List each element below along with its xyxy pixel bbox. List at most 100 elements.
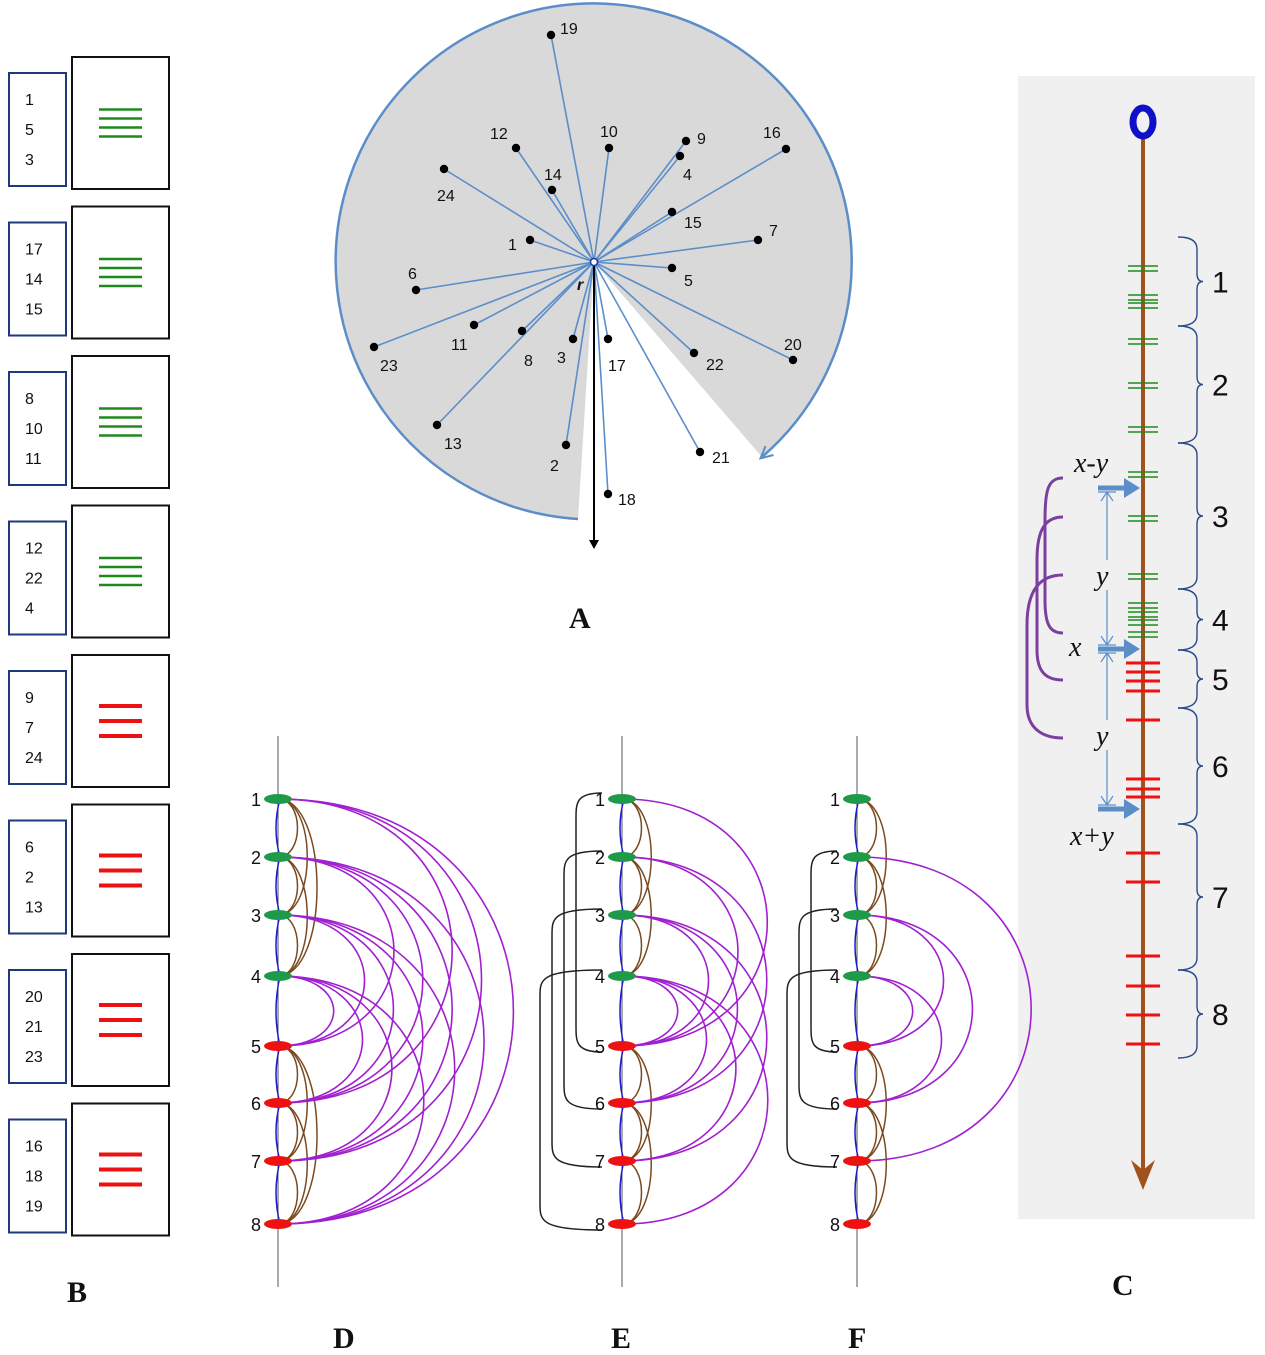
node-label: 4 bbox=[595, 967, 605, 987]
node-marker bbox=[843, 1041, 871, 1051]
point-label: 15 bbox=[684, 215, 702, 232]
window-bracket bbox=[539, 969, 603, 1231]
local-link bbox=[277, 1045, 318, 1225]
node-marker bbox=[264, 971, 292, 981]
pattern-box bbox=[71, 56, 170, 190]
id-box bbox=[8, 72, 67, 187]
group-row: 17 14 15 bbox=[8, 205, 170, 340]
long-link bbox=[856, 914, 945, 1047]
spoke-line bbox=[415, 261, 595, 291]
id-box bbox=[8, 1118, 67, 1234]
id-box bbox=[8, 670, 67, 785]
node-marker bbox=[608, 1098, 636, 1108]
group-id: 18 bbox=[25, 1169, 43, 1186]
point-label: 5 bbox=[684, 273, 693, 290]
data-point bbox=[561, 440, 571, 450]
group-row: 16 18 19 bbox=[8, 1102, 170, 1237]
spoke-line bbox=[550, 34, 595, 263]
adjacent-link bbox=[275, 975, 281, 1047]
node-label: 1 bbox=[595, 790, 605, 810]
point-label: 9 bbox=[697, 131, 706, 148]
spoke-line bbox=[443, 168, 595, 263]
long-link bbox=[621, 975, 679, 1047]
long-link bbox=[621, 914, 768, 1162]
data-point bbox=[432, 420, 442, 430]
brackets-layer: 1 2 3 4 5 6 7 8 bbox=[1177, 236, 1229, 1059]
long-link bbox=[277, 975, 364, 1104]
group-id: 21 bbox=[25, 1019, 43, 1036]
level-label: 5 bbox=[1212, 664, 1229, 697]
group-id: 22 bbox=[25, 571, 43, 588]
spoke-line bbox=[593, 155, 681, 263]
adjacent-link bbox=[619, 914, 625, 977]
long-link bbox=[277, 975, 393, 1162]
data-point bbox=[753, 235, 763, 245]
panel-label-d: D bbox=[333, 1322, 355, 1355]
y-span-1-bottom bbox=[1098, 635, 1116, 647]
panel-label-b: B bbox=[67, 1276, 87, 1309]
label-y-upper: y bbox=[1093, 561, 1109, 592]
spoke-line bbox=[572, 261, 595, 340]
spoke-line bbox=[565, 261, 595, 446]
label-x: x bbox=[1068, 632, 1082, 663]
window-bracket bbox=[575, 792, 603, 1053]
data-point bbox=[411, 285, 421, 295]
point-label: 4 bbox=[683, 167, 692, 184]
arrow-x-minus-y-head bbox=[1124, 478, 1140, 498]
purple-bracket-3 bbox=[1025, 573, 1064, 740]
node-marker bbox=[608, 971, 636, 981]
adjacent-link bbox=[854, 914, 860, 977]
node-marker bbox=[608, 852, 636, 862]
spoke-line bbox=[593, 261, 673, 269]
long-link bbox=[621, 914, 739, 1104]
level-label: 3 bbox=[1212, 501, 1229, 534]
pattern-box bbox=[71, 205, 170, 340]
point-label: 14 bbox=[544, 167, 562, 184]
level-bracket bbox=[1177, 649, 1204, 709]
data-point bbox=[603, 334, 613, 344]
long-link bbox=[621, 798, 769, 1047]
node-marker bbox=[843, 971, 871, 981]
level-bracket bbox=[1177, 442, 1204, 590]
panel-label-e: E bbox=[611, 1322, 631, 1355]
node-label: 3 bbox=[830, 906, 840, 926]
data-point bbox=[546, 30, 556, 40]
local-link bbox=[621, 798, 652, 916]
point-label: 16 bbox=[763, 125, 781, 142]
group-id: 15 bbox=[25, 302, 43, 319]
y-span-1-top bbox=[1098, 490, 1116, 502]
point-label: 6 bbox=[408, 266, 417, 283]
node-label: 2 bbox=[251, 848, 261, 868]
node-label: 3 bbox=[595, 906, 605, 926]
data-point bbox=[667, 263, 677, 273]
point-label: 10 bbox=[600, 124, 618, 141]
group-id: 1 bbox=[25, 92, 34, 109]
label-y-lower: y bbox=[1093, 721, 1109, 752]
spoke-line bbox=[473, 261, 595, 326]
long-link bbox=[277, 914, 456, 1225]
long-link bbox=[277, 798, 483, 1162]
node-marker bbox=[843, 852, 871, 862]
pattern-box bbox=[71, 504, 170, 639]
tick-marks-layer bbox=[1126, 265, 1160, 1046]
local-link bbox=[856, 856, 887, 977]
window-annotations: x-y y x y x+y bbox=[1025, 448, 1140, 852]
level-label: 1 bbox=[1212, 267, 1229, 300]
panel-d: 1 2 3 4 5 6 7 8 bbox=[251, 736, 514, 1287]
id-box bbox=[8, 969, 67, 1084]
group-row: 8 10 11 bbox=[8, 355, 170, 489]
spokes-layer bbox=[373, 34, 794, 495]
panel-f: 1 2 3 4 5 6 7 8 bbox=[786, 736, 1032, 1287]
group-id: 13 bbox=[25, 900, 43, 917]
node-label: 4 bbox=[830, 967, 840, 987]
group-id: 4 bbox=[25, 601, 34, 618]
point-label: 20 bbox=[784, 337, 802, 354]
group-id: 5 bbox=[25, 122, 34, 139]
node-label: 6 bbox=[595, 1094, 605, 1114]
group-id: 2 bbox=[25, 870, 34, 887]
group-id: 23 bbox=[25, 1049, 43, 1066]
long-link bbox=[277, 914, 424, 1162]
long-link bbox=[277, 975, 335, 1047]
y-span-2-bottom bbox=[1098, 795, 1116, 807]
